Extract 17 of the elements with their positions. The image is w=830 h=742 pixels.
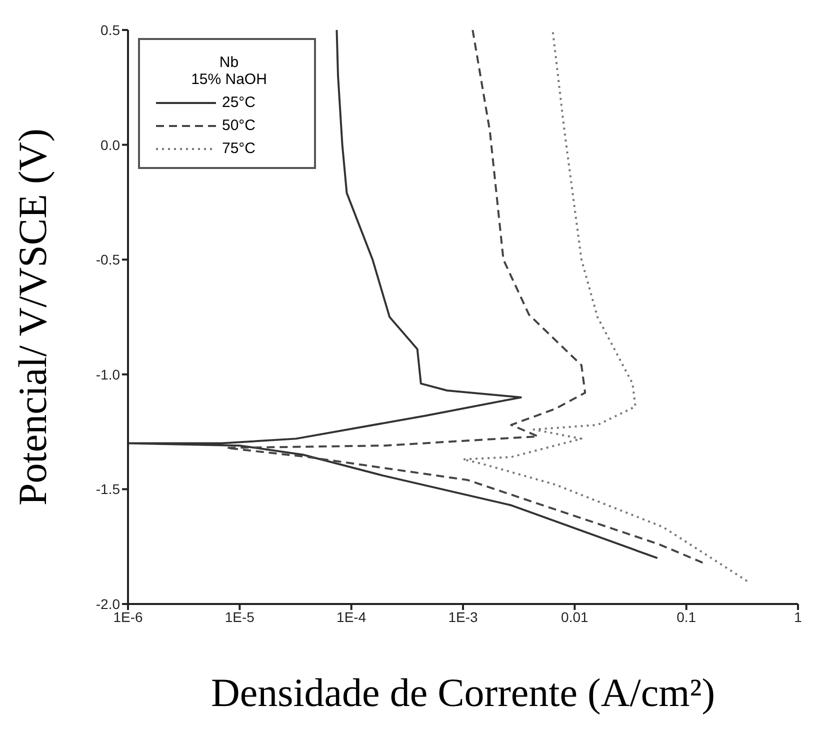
y-tick-label: -0.5 xyxy=(96,252,120,268)
y-tick-label: -1.5 xyxy=(96,481,120,498)
y-axis-title: Potencial/ V/VSCE (V) xyxy=(10,128,56,506)
x-tick-label: 1 xyxy=(794,608,802,625)
x-tick-label: 1E-3 xyxy=(448,608,478,625)
legend-label: 75°C xyxy=(222,140,256,157)
y-tick-label: 0.0 xyxy=(100,136,120,153)
legend-title: Nb 15% NaOH xyxy=(190,54,268,88)
x-tick-label: 1E-5 xyxy=(224,608,255,625)
x-tick-label: 1E-4 xyxy=(336,608,366,625)
y-tick-label: -1.0 xyxy=(96,366,120,382)
x-axis-title: Densidade de Corrente (A/cm²) xyxy=(210,670,716,715)
legend-label: 25°C xyxy=(222,94,256,111)
x-tick-label: 0.01 xyxy=(561,608,589,625)
y-tick-label: 0.5 xyxy=(100,22,120,38)
legend-label: 50°C xyxy=(222,117,256,134)
x-tick-label: 0.1 xyxy=(676,608,696,625)
